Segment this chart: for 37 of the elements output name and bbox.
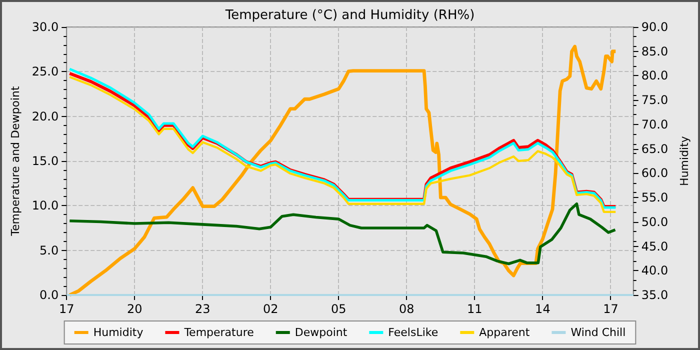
y2-tick-label: 60.0 xyxy=(641,166,668,180)
y2-tick-label: 85.0 xyxy=(641,44,668,58)
legend-label: Wind Chill xyxy=(570,326,626,339)
y-tick-label: 30.0 xyxy=(32,20,59,34)
y-tick-label: 10.0 xyxy=(32,198,59,213)
y2-axis-title: Humidity xyxy=(678,136,691,186)
x-tick-label: 11 xyxy=(467,302,482,316)
x-tick-label: 20 xyxy=(126,302,142,316)
x-tick-label: 23 xyxy=(195,302,210,316)
legend-label: Temperature xyxy=(183,326,254,339)
x-tick-label: 17 xyxy=(603,302,618,316)
y2-tick-label: 65.0 xyxy=(641,142,668,156)
x-tick-label: 02 xyxy=(263,302,278,316)
y2-tick-label: 75.0 xyxy=(641,93,668,108)
y-tick-label: 5.0 xyxy=(40,243,59,258)
y-tick-label: 0.0 xyxy=(40,288,59,302)
chart-title: Temperature (°C) and Humidity (RH%) xyxy=(224,8,475,23)
y2-tick-label: 45.0 xyxy=(641,239,668,254)
y2-tick-label: 55.0 xyxy=(641,190,668,205)
legend-label: Apparent xyxy=(479,326,530,339)
y2-tick-label: 35.0 xyxy=(641,288,668,302)
y-tick-label: 20.0 xyxy=(32,109,59,124)
y2-tick-label: 80.0 xyxy=(641,68,668,83)
y2-tick-label: 70.0 xyxy=(641,117,668,132)
x-tick-label: 14 xyxy=(535,302,550,316)
y2-tick-label: 90.0 xyxy=(641,20,668,34)
x-tick-label: 17 xyxy=(58,302,74,316)
x-tick-label: 05 xyxy=(331,302,346,316)
legend-label: FeelsLike xyxy=(388,326,438,339)
legend-label: Dewpoint xyxy=(294,326,348,339)
y-tick-label: 15.0 xyxy=(32,154,59,168)
y2-tick-label: 50.0 xyxy=(641,214,668,229)
y2-tick-label: 40.0 xyxy=(641,264,668,278)
y-tick-label: 25.0 xyxy=(32,64,59,79)
x-tick-label: 08 xyxy=(399,302,414,316)
y-axis-title: Temperature and Dewpoint xyxy=(9,85,22,237)
legend-label: Humidity xyxy=(93,326,144,339)
